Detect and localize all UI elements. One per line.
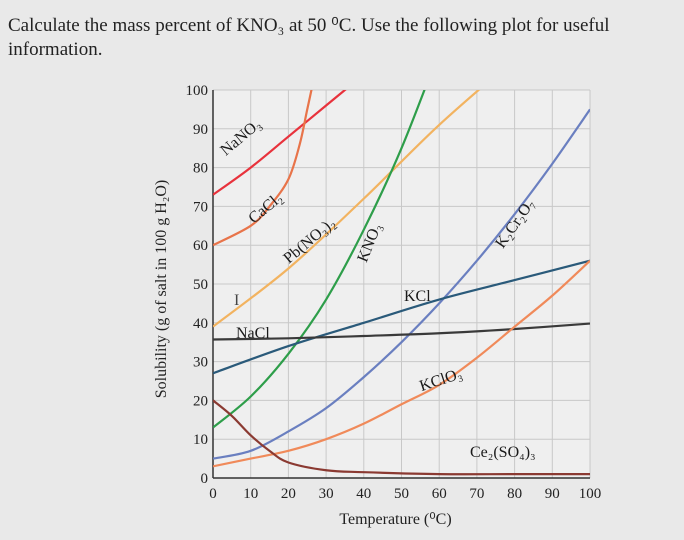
text-cursor-icon: I xyxy=(234,292,240,309)
series-line-3 xyxy=(213,90,426,429)
question-text: Calculate the mass percent of KNO₃ at 50… xyxy=(8,14,676,62)
series-group xyxy=(213,90,590,476)
y-tick-label: 80 xyxy=(193,161,208,177)
y-tick-label: 10 xyxy=(193,432,208,448)
x-tick-label: 80 xyxy=(507,486,522,502)
x-axis-label: Temperature (⁰C) xyxy=(339,511,451,528)
x-tick-label: 90 xyxy=(545,486,560,502)
series-line-7 xyxy=(213,259,590,468)
x-tick-label: 20 xyxy=(281,486,296,502)
y-tick-label: 60 xyxy=(193,238,208,254)
series-line-1 xyxy=(213,90,313,247)
series-line-6 xyxy=(213,322,590,341)
series-line-0 xyxy=(213,90,347,196)
curve-label-5: KCl xyxy=(404,288,431,305)
x-tick-label: 30 xyxy=(319,486,334,502)
y-tick-label: 100 xyxy=(186,83,209,99)
series-line-2 xyxy=(213,90,481,328)
x-tick-label: 0 xyxy=(209,486,217,502)
curve-label-6: NaCl xyxy=(236,325,270,342)
question-line-1: Calculate the mass percent of KNO₃ at 50… xyxy=(8,15,610,36)
x-tick-label: 10 xyxy=(243,486,258,502)
series-line-8 xyxy=(213,399,590,476)
x-tick-label: 70 xyxy=(469,486,484,502)
y-axis-label: Solubility (g of salt in 100 g H₂O) xyxy=(153,180,170,398)
x-tick-label: 100 xyxy=(579,486,602,502)
curve-label-8: Ce₂(SO₄)₃ xyxy=(470,444,536,461)
x-tick-label: 50 xyxy=(394,486,409,502)
question-line-2: information. xyxy=(8,39,103,60)
x-tick-label: 60 xyxy=(432,486,447,502)
y-tick-label: 50 xyxy=(193,277,208,293)
y-tick-label: 40 xyxy=(193,316,208,332)
series-line-5 xyxy=(213,259,590,375)
y-tick-label: 90 xyxy=(193,122,208,138)
y-tick-label: 20 xyxy=(193,393,208,409)
y-tick-label: 70 xyxy=(193,199,208,215)
series-line-4 xyxy=(213,108,590,460)
x-tick-label: 40 xyxy=(356,486,371,502)
y-tick-label: 0 xyxy=(201,471,209,487)
y-tick-label: 30 xyxy=(193,355,208,371)
